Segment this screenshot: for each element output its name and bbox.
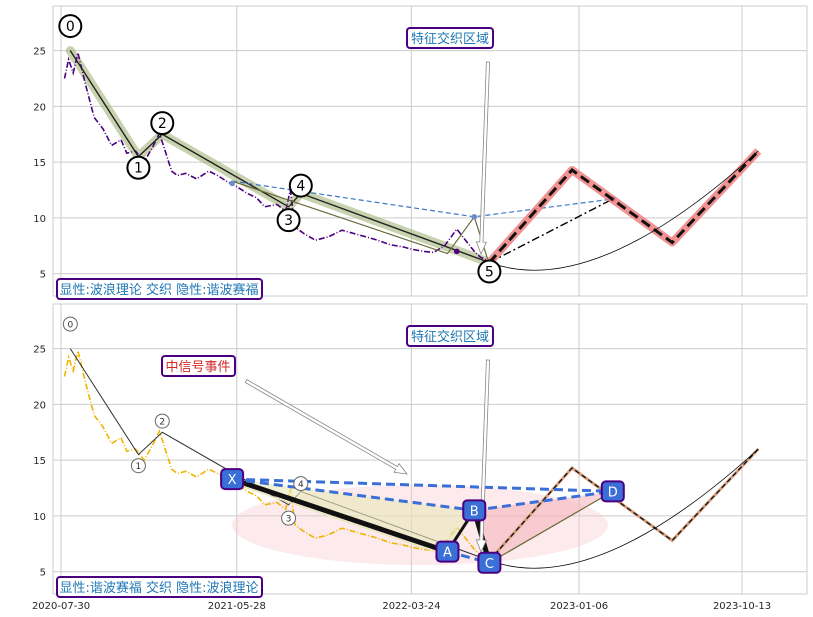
bottom-region-text: 特征交织区域 (411, 329, 489, 345)
wave-label: 1 (134, 161, 143, 177)
y-tick-label: 10 (33, 214, 46, 225)
wave-label-small-circle (62, 316, 78, 332)
harmonic-point-box (600, 480, 625, 503)
x-tick-label: 2020-07-30 (32, 601, 90, 612)
x-tick-label: 2023-01-06 (550, 601, 608, 612)
top-marks: 0 1 2 3 4 5 (58, 14, 762, 284)
price-line-bottom (63, 350, 490, 562)
wave-label-small: 2 (159, 418, 165, 428)
top-grid (53, 6, 807, 296)
wave-label-circle (58, 14, 83, 39)
wave-label: 3 (284, 213, 293, 229)
y-tick-label: 25 (33, 47, 46, 58)
top-region-text: 特征交织区域 (411, 31, 489, 47)
region-arrow-bottom (475, 359, 491, 554)
bottom-event-text: 中信号事件 (165, 360, 230, 375)
top-legend-label: 显性:波浪理论 交织 隐性:谐波赛福 (56, 278, 263, 300)
bottom-event-label: 中信号事件 (161, 355, 236, 377)
wave-label-circle (150, 111, 175, 136)
wave-label-circle (126, 155, 151, 180)
bottom-panel: 5 10 15 20 25 0 1 2 3 4 X A B C D (33, 303, 808, 595)
price-line-top (63, 52, 490, 264)
wave-label-small-circle (130, 458, 146, 474)
wave-label-circle (288, 173, 313, 198)
harmonic-cd-top (489, 198, 614, 264)
harmonic-triangle-bcd (474, 491, 613, 563)
fit-curve-top (489, 150, 759, 271)
wave-label: 5 (485, 264, 494, 280)
x-tick-label: 2021-05-28 (208, 601, 266, 612)
bottom-y-tick-labels: 5 10 15 20 25 (33, 345, 46, 579)
wave-label: 2 (158, 116, 167, 132)
harmonic-point-label: X (228, 473, 237, 488)
top-panel: 5 10 15 20 25 0 1 2 3 4 5 (33, 5, 808, 297)
x-tick-label: 2022-03-24 (382, 601, 440, 612)
pivot-dot (471, 214, 478, 220)
event-arrow (244, 379, 408, 475)
wave-line (69, 50, 490, 264)
bottom-legend-text: 显性:谐波赛福 交织 隐性:波浪理论 (59, 580, 258, 596)
region-arrow-top (475, 61, 491, 256)
top-region-label: 特征交织区域 (406, 27, 494, 49)
harmonic-point-label: B (470, 504, 479, 519)
wave-label-small-circle (154, 413, 170, 429)
bottom-marks: 0 1 2 3 4 X A B C D (62, 316, 760, 574)
wave-label-small-circle (281, 510, 297, 526)
x-tick-label: 2023-10-13 (713, 601, 771, 612)
y-tick-label: 5 (40, 270, 46, 281)
ratio-bd (474, 489, 613, 512)
fit-curve-bottom (489, 448, 759, 569)
y-tick-label: 20 (33, 102, 46, 113)
wave-label-small-circle (293, 476, 309, 492)
harmonic-point-label: C (485, 557, 494, 572)
projection-dashed-bottom (488, 448, 759, 561)
top-legend-text: 显性:波浪理论 交织 隐性:谐波赛福 (59, 282, 258, 298)
harmonic-point-label: A (443, 546, 452, 561)
wave-label-small: 1 (136, 462, 142, 472)
bottom-region-label: 特征交织区域 (406, 325, 494, 347)
pivot-dot (229, 180, 235, 187)
edge-cd (489, 490, 614, 564)
edge-xa-inner (231, 482, 448, 557)
x-tick-labels: 2020-07-30 2021-05-28 2022-03-24 2023-01-06… (32, 601, 771, 612)
harmonic-point-box (435, 540, 460, 563)
bottom-legend-label: 显性:谐波赛福 交织 隐性:波浪理论 (56, 576, 263, 598)
top-plot-frame (52, 5, 808, 297)
wave-label-circle (477, 259, 502, 284)
wave-label-small: 3 (286, 515, 292, 525)
y-tick-label: 5 (40, 568, 46, 579)
projection-dashed (488, 149, 760, 264)
wave-label-small: 4 (298, 480, 304, 490)
wave-label: 0 (66, 19, 75, 35)
harmonic-point-box (220, 468, 245, 491)
wave-label: 4 (296, 179, 305, 195)
harmonic-point-label: D (608, 485, 618, 500)
ratio-xb (231, 477, 475, 512)
top-y-tick-labels: 5 10 15 20 25 (33, 47, 46, 281)
wave-label-small: 0 (67, 321, 73, 331)
harmonic-point-box (477, 551, 502, 574)
y-tick-label: 25 (33, 345, 46, 356)
y-tick-label: 15 (33, 456, 46, 467)
y-tick-label: 15 (33, 158, 46, 169)
harmonic-point-box (462, 499, 487, 522)
y-tick-label: 10 (33, 512, 46, 523)
y-tick-label: 20 (33, 400, 46, 411)
edge-xa (231, 476, 449, 554)
pivot-dot (453, 248, 460, 255)
wave-label-circle (276, 208, 301, 233)
